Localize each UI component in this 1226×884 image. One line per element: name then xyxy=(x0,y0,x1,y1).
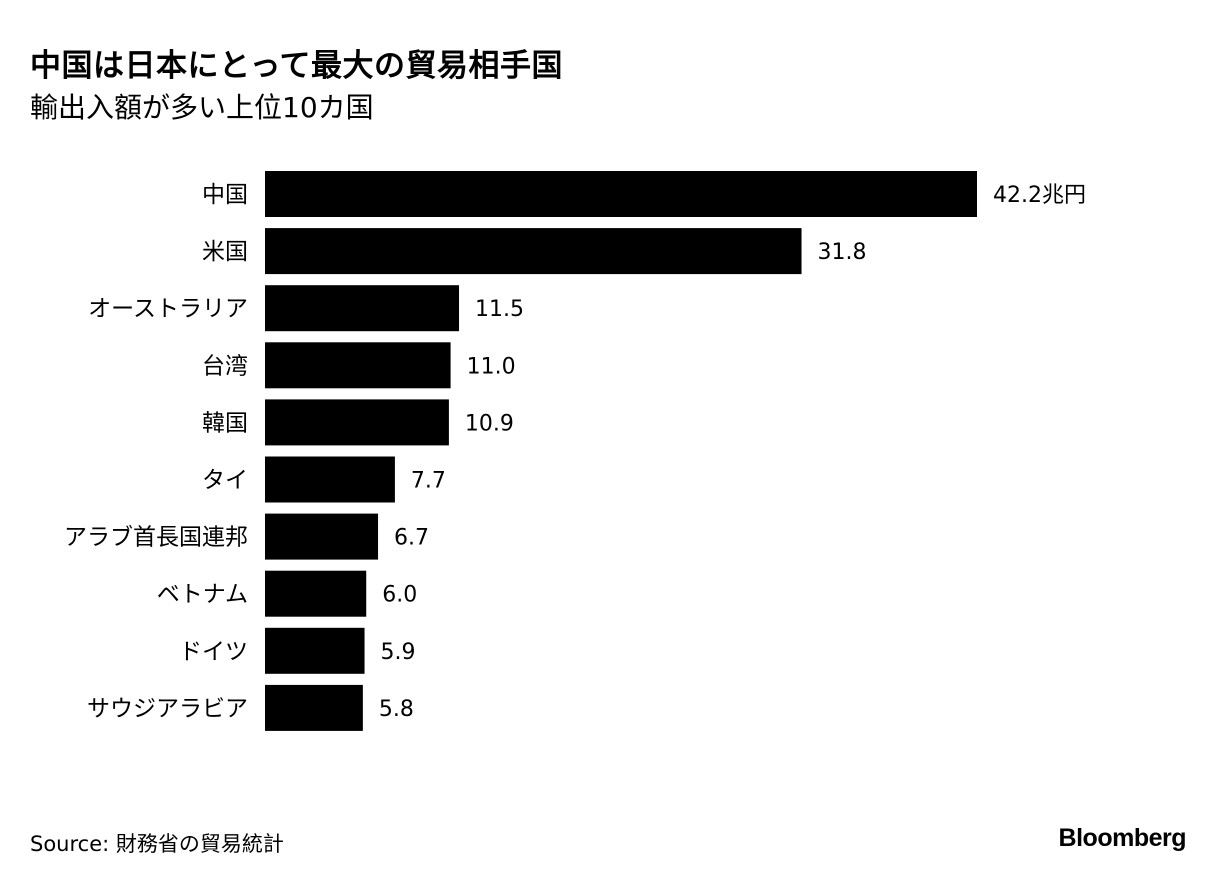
bloomberg-logo: Bloomberg xyxy=(1058,824,1187,852)
bar-2 xyxy=(265,285,460,332)
category-label: ドイツ xyxy=(179,639,248,665)
value-label: 42.2兆円 xyxy=(993,183,1086,208)
bar-1 xyxy=(265,228,802,275)
category-label: 韓国 xyxy=(202,410,248,436)
chart-subtitle: 輸出入額が多い上位10カ国 xyxy=(30,91,374,124)
bar-6 xyxy=(265,513,379,560)
value-label: 31.8 xyxy=(818,240,867,265)
value-label: 6.7 xyxy=(394,526,429,551)
bar-3 xyxy=(265,342,451,389)
value-label: 11.5 xyxy=(475,297,524,322)
value-label: 7.7 xyxy=(411,469,446,494)
category-label: 中国 xyxy=(202,182,248,208)
chart-title: 中国は日本にとって最大の貿易相手国 xyxy=(30,48,564,84)
value-label: 5.8 xyxy=(379,697,414,722)
category-label: タイ xyxy=(202,468,248,494)
category-label: サウジアラビア xyxy=(87,696,248,722)
category-label: ベトナム xyxy=(157,582,248,608)
bar-7 xyxy=(265,570,367,617)
bar-4 xyxy=(265,399,449,446)
category-label: オーストラリア xyxy=(88,296,248,322)
category-label: 米国 xyxy=(202,239,248,265)
bar-0 xyxy=(265,171,977,217)
value-label: 6.0 xyxy=(382,583,417,608)
bar-9 xyxy=(265,684,363,731)
value-label: 11.0 xyxy=(467,354,516,379)
category-label: 台湾 xyxy=(202,353,248,379)
bar-5 xyxy=(265,456,395,503)
category-label: アラブ首長国連邦 xyxy=(64,525,248,551)
value-label: 10.9 xyxy=(465,411,514,436)
bar-8 xyxy=(265,627,365,674)
value-label: 5.9 xyxy=(381,640,416,665)
source-note: Source: 財務省の貿易統計 xyxy=(30,832,284,856)
